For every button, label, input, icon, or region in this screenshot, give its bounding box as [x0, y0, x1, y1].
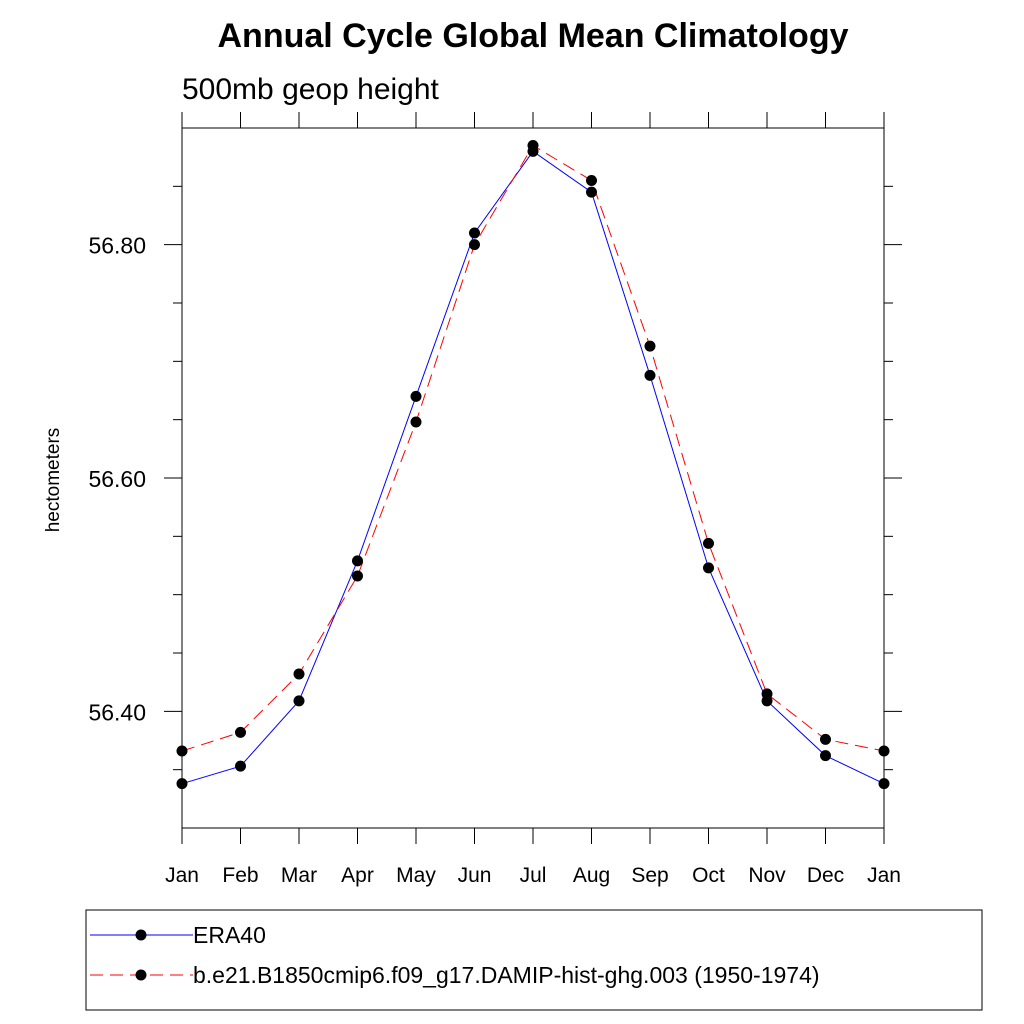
data-point-series-0 [352, 555, 363, 567]
data-point-series-1 [293, 668, 305, 680]
x-tick-label: Jul [520, 864, 547, 887]
y-tick-label: 56.40 [88, 699, 146, 725]
data-point-series-1 [761, 688, 773, 700]
y-tick-labels: 56.40 56.60 56.80 [88, 233, 146, 726]
axis-ticks [164, 112, 902, 844]
legend-box [85, 909, 983, 1011]
x-tick-label: Mar [281, 864, 317, 887]
data-point-series-1 [352, 570, 363, 582]
x-tick-label: Jun [458, 864, 492, 887]
legend-label-era40: ERA40 [193, 922, 266, 948]
data-point-series-0 [176, 778, 188, 790]
x-tick-label: Dec [807, 864, 844, 887]
data-point-series-0 [703, 562, 714, 574]
data-point-series-1 [703, 537, 714, 549]
data-point-series-1 [527, 140, 539, 151]
data-point-series-0 [878, 778, 890, 790]
legend-marker-era40 [135, 929, 147, 941]
x-tick-label: Oct [692, 864, 725, 887]
chart-subtitle: 500mb geop height [182, 73, 440, 106]
data-point-series-1 [469, 239, 480, 251]
x-tick-label: Feb [222, 864, 258, 887]
data-point-series-0 [293, 695, 305, 707]
data-point-series-0 [820, 750, 831, 762]
x-tick-label: Jan [165, 864, 199, 887]
x-tick-label: Sep [631, 864, 668, 887]
legend-marker-model [135, 969, 147, 981]
data-point-series-0 [586, 186, 597, 198]
data-point-series-1 [586, 175, 597, 186]
data-point-series-1 [644, 340, 656, 352]
series-line-1 [181, 144, 885, 752]
data-point-series-0 [235, 760, 246, 772]
data-point-series-0 [469, 227, 480, 239]
data-point-series-0 [644, 369, 656, 381]
x-tick-label: Nov [748, 864, 786, 887]
plot-frame [181, 127, 885, 829]
legend-label-model: b.e21.B1850cmip6.f09_g17.DAMIP-hist-ghg.… [193, 962, 820, 988]
x-tick-label: May [396, 864, 436, 887]
y-axis-label: hectometers [43, 428, 64, 533]
y-tick-label: 56.60 [88, 466, 146, 492]
data-point-series-1 [235, 726, 246, 738]
series-layer [176, 140, 890, 790]
series-line-0 [181, 150, 885, 785]
x-tick-labels: Jan Feb Mar Apr May Jun Jul Aug Sep Oct Nov Dec Jan [165, 864, 901, 887]
data-point-series-1 [410, 416, 422, 428]
legend: ERA40 b.e21.B1850cmip6.f09_g17.DAMIP-his… [85, 909, 983, 1011]
data-point-series-1 [176, 745, 188, 757]
chart-title: Annual Cycle Global Mean Climatology [218, 17, 849, 55]
data-point-series-1 [878, 745, 890, 757]
x-tick-label: Aug [573, 864, 610, 887]
data-point-series-0 [410, 390, 422, 402]
x-tick-label: Apr [341, 864, 374, 887]
data-point-series-1 [820, 733, 831, 745]
x-tick-label: Jan [867, 864, 901, 887]
y-tick-label: 56.80 [88, 233, 146, 259]
